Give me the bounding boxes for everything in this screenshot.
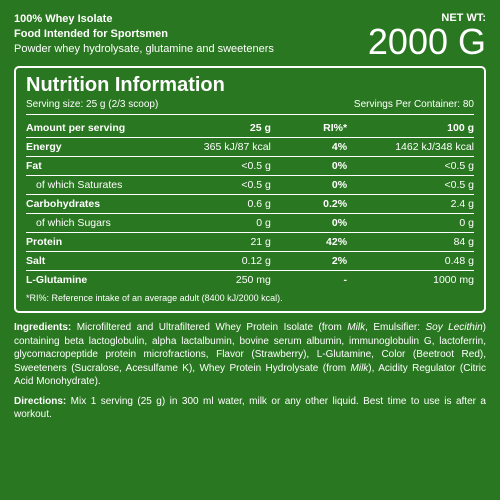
- table-cell: 2%: [277, 252, 353, 271]
- nutrition-table: Amount per serving 25 g RI%* 100 g Energ…: [26, 119, 474, 289]
- header-right: NET WT: 2000 G: [368, 12, 486, 60]
- table-cell: L-Glutamine: [26, 271, 174, 290]
- table-cell: 0 g: [174, 214, 277, 233]
- table-row: of which Saturates<0.5 g0%<0.5 g: [26, 176, 474, 195]
- table-row: Fat<0.5 g0%<0.5 g: [26, 157, 474, 176]
- table-row: Protein21 g42%84 g: [26, 233, 474, 252]
- serving-size: Serving size: 25 g (2/3 scoop): [26, 99, 158, 110]
- table-cell: 0%: [277, 176, 353, 195]
- product-name: 100% Whey Isolate: [14, 12, 274, 27]
- ingredients-milk1: Milk: [347, 322, 365, 333]
- ingredients-soy: Soy Lecithin: [425, 322, 482, 333]
- header-left: 100% Whey Isolate Food Intended for Spor…: [14, 12, 274, 57]
- col-amount: Amount per serving: [26, 119, 174, 138]
- table-cell: <0.5 g: [174, 157, 277, 176]
- ingredients-text1: Microfiltered and Ultrafiltered Whey Pro…: [71, 322, 347, 333]
- ingredients-text2: , Emulsifier:: [365, 322, 425, 333]
- table-cell: 1000 mg: [353, 271, 474, 290]
- table-cell: 250 mg: [174, 271, 277, 290]
- table-cell: 0 g: [353, 214, 474, 233]
- ingredients-paragraph: Ingredients: Microfiltered and Ultrafilt…: [14, 321, 486, 389]
- table-cell: Fat: [26, 157, 174, 176]
- table-row: Salt0.12 g2%0.48 g: [26, 252, 474, 271]
- table-cell: 0%: [277, 157, 353, 176]
- table-cell: -: [277, 271, 353, 290]
- table-row: L-Glutamine250 mg-1000 mg: [26, 271, 474, 290]
- product-desc: Powder whey hydrolysate, glutamine and s…: [14, 42, 274, 57]
- net-weight-value: 2000 G: [368, 24, 486, 60]
- col-25g: 25 g: [174, 119, 277, 138]
- table-cell: 2.4 g: [353, 195, 474, 214]
- table-cell: 0.6 g: [174, 195, 277, 214]
- table-cell: 84 g: [353, 233, 474, 252]
- col-ri: RI%*: [277, 119, 353, 138]
- ingredients-label: Ingredients:: [14, 322, 71, 333]
- table-cell: <0.5 g: [353, 157, 474, 176]
- table-cell: 0.2%: [277, 195, 353, 214]
- table-cell: 0%: [277, 214, 353, 233]
- directions-text: Mix 1 serving (25 g) in 300 ml water, mi…: [14, 396, 486, 421]
- panel-title: Nutrition Information: [26, 74, 474, 97]
- table-row: of which Sugars0 g0%0 g: [26, 214, 474, 233]
- table-cell: <0.5 g: [174, 176, 277, 195]
- table-header-row: Amount per serving 25 g RI%* 100 g: [26, 119, 474, 138]
- table-cell: 1462 kJ/348 kcal: [353, 138, 474, 157]
- table-cell: 4%: [277, 138, 353, 157]
- table-cell: of which Saturates: [26, 176, 174, 195]
- header: 100% Whey Isolate Food Intended for Spor…: [14, 12, 486, 60]
- table-cell: <0.5 g: [353, 176, 474, 195]
- table-cell: 0.12 g: [174, 252, 277, 271]
- table-cell: Protein: [26, 233, 174, 252]
- col-100g: 100 g: [353, 119, 474, 138]
- table-cell: 0.48 g: [353, 252, 474, 271]
- ingredients-milk2: Milk: [351, 363, 369, 374]
- table-cell: 365 kJ/87 kcal: [174, 138, 277, 157]
- table-cell: Salt: [26, 252, 174, 271]
- table-cell: 21 g: [174, 233, 277, 252]
- table-cell: 42%: [277, 233, 353, 252]
- table-row: Carbohydrates0.6 g0.2%2.4 g: [26, 195, 474, 214]
- directions-paragraph: Directions: Mix 1 serving (25 g) in 300 …: [14, 395, 486, 422]
- servings-per-container: Servings Per Container: 80: [354, 99, 474, 110]
- table-cell: Energy: [26, 138, 174, 157]
- nutrition-panel: Nutrition Information Serving size: 25 g…: [14, 66, 486, 313]
- table-cell: Carbohydrates: [26, 195, 174, 214]
- product-subtitle: Food Intended for Sportsmen: [14, 27, 274, 42]
- serving-row: Serving size: 25 g (2/3 scoop) Servings …: [26, 99, 474, 115]
- table-cell: of which Sugars: [26, 214, 174, 233]
- table-row: Energy365 kJ/87 kcal4%1462 kJ/348 kcal: [26, 138, 474, 157]
- directions-label: Directions:: [14, 396, 66, 407]
- ri-footnote: *RI%: Reference intake of an average adu…: [26, 293, 474, 303]
